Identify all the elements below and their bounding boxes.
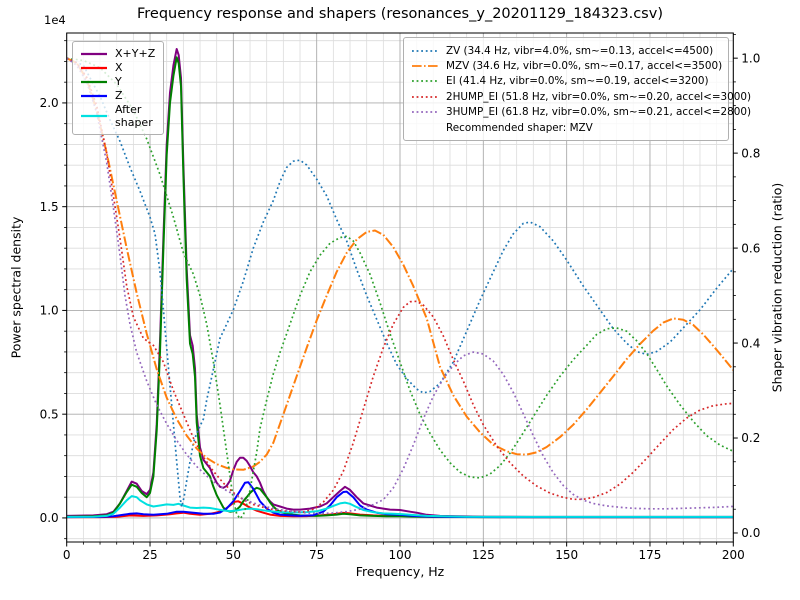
legend-item: Y xyxy=(79,75,155,88)
legend-item: ZV (34.4 Hz, vibr=4.0%, sm~=0.13, accel<… xyxy=(410,43,722,58)
series-2hump-ei xyxy=(66,57,734,513)
chart-title: Frequency response and shapers (resonanc… xyxy=(137,6,663,22)
series-mzv xyxy=(66,57,734,471)
legend-line-sample xyxy=(81,114,107,118)
svg-text:200: 200 xyxy=(722,548,745,562)
y-axis-offset-label: 1e4 xyxy=(44,13,66,27)
psd-legend: X+Y+Z X Y Z After shaper xyxy=(72,41,165,135)
svg-text:100: 100 xyxy=(389,548,412,562)
legend-item: X xyxy=(79,61,155,74)
legend-item: Z xyxy=(79,89,155,102)
legend-line-sample xyxy=(412,65,438,67)
legend-line-sample xyxy=(81,94,107,97)
svg-text:1.5: 1.5 xyxy=(40,200,59,214)
legend-line-sample xyxy=(81,52,107,55)
left-y-axis-label: Power spectral density xyxy=(8,216,24,359)
legend-line-sample xyxy=(412,111,438,114)
legend-item-label: X xyxy=(115,61,123,74)
svg-text:1.0: 1.0 xyxy=(741,51,760,65)
legend-item: 2HUMP_EI (51.8 Hz, vibr=0.0%, sm~=0.20, … xyxy=(410,89,751,104)
legend-line-sample xyxy=(410,122,440,134)
svg-text:0.8: 0.8 xyxy=(741,146,760,160)
x-axis-label: Frequency, Hz xyxy=(355,564,445,579)
series-y xyxy=(66,56,734,519)
legend-line-sample xyxy=(412,96,438,98)
svg-text:75: 75 xyxy=(309,548,324,562)
legend-line-sample xyxy=(81,66,107,69)
svg-text:175: 175 xyxy=(639,548,662,562)
legend-item-label: ZV (34.4 Hz, vibr=4.0%, sm~=0.13, accel<… xyxy=(446,44,714,57)
legend-item: 3HUMP_EI (61.8 Hz, vibr=0.0%, sm~=0.21, … xyxy=(410,105,751,120)
legend-item: X+Y+Z xyxy=(79,47,155,60)
legend-item-label: X+Y+Z xyxy=(115,47,156,60)
svg-text:2.0: 2.0 xyxy=(40,96,59,110)
series-3hump-ei xyxy=(66,57,734,515)
legend-item-label: 2HUMP_EI (51.8 Hz, vibr=0.0%, sm~=0.20, … xyxy=(446,90,752,103)
legend-line-sample xyxy=(412,49,438,52)
right-y-axis-label: Shaper vibration reduction (ratio) xyxy=(769,182,785,393)
legend-item: EI (41.4 Hz, vibr=0.0%, sm~=0.19, accel<… xyxy=(410,74,722,89)
svg-text:125: 125 xyxy=(472,548,495,562)
series-after-shaper xyxy=(66,495,734,518)
svg-text:150: 150 xyxy=(555,548,578,562)
legend-item: MZV (34.6 Hz, vibr=0.0%, sm~=0.17, accel… xyxy=(410,58,722,73)
legend-item-label: After shaper xyxy=(115,103,153,129)
svg-text:25: 25 xyxy=(142,548,157,562)
svg-text:0.6: 0.6 xyxy=(741,241,760,255)
legend-line-sample xyxy=(412,80,438,83)
svg-text:0.5: 0.5 xyxy=(40,407,59,421)
legend-item: After shaper xyxy=(79,103,155,129)
legend-line-sample xyxy=(81,80,107,83)
series-ei xyxy=(66,57,734,520)
legend-item-label: 3HUMP_EI (61.8 Hz, vibr=0.0%, sm~=0.21, … xyxy=(446,106,752,119)
legend-item-label: Y xyxy=(115,75,122,88)
svg-text:0.0: 0.0 xyxy=(40,511,59,525)
recommended-shaper-note: Recommended shaper: MZV xyxy=(410,120,722,135)
svg-text:0.4: 0.4 xyxy=(741,336,760,350)
svg-text:1.0: 1.0 xyxy=(40,304,59,318)
legend-item-label: Z xyxy=(115,89,123,102)
legend-item-label: Recommended shaper: MZV xyxy=(446,121,593,134)
shaper-legend: ZV (34.4 Hz, vibr=4.0%, sm~=0.13, accel<… xyxy=(403,37,751,142)
legend-item-label: MZV (34.6 Hz, vibr=0.0%, sm~=0.17, accel… xyxy=(446,60,723,73)
svg-text:50: 50 xyxy=(226,548,241,562)
svg-text:0: 0 xyxy=(63,548,71,562)
legend-item-label: EI (41.4 Hz, vibr=0.0%, sm~=0.19, accel<… xyxy=(446,75,709,88)
svg-text:0.0: 0.0 xyxy=(741,526,760,540)
svg-text:0.2: 0.2 xyxy=(741,431,760,445)
